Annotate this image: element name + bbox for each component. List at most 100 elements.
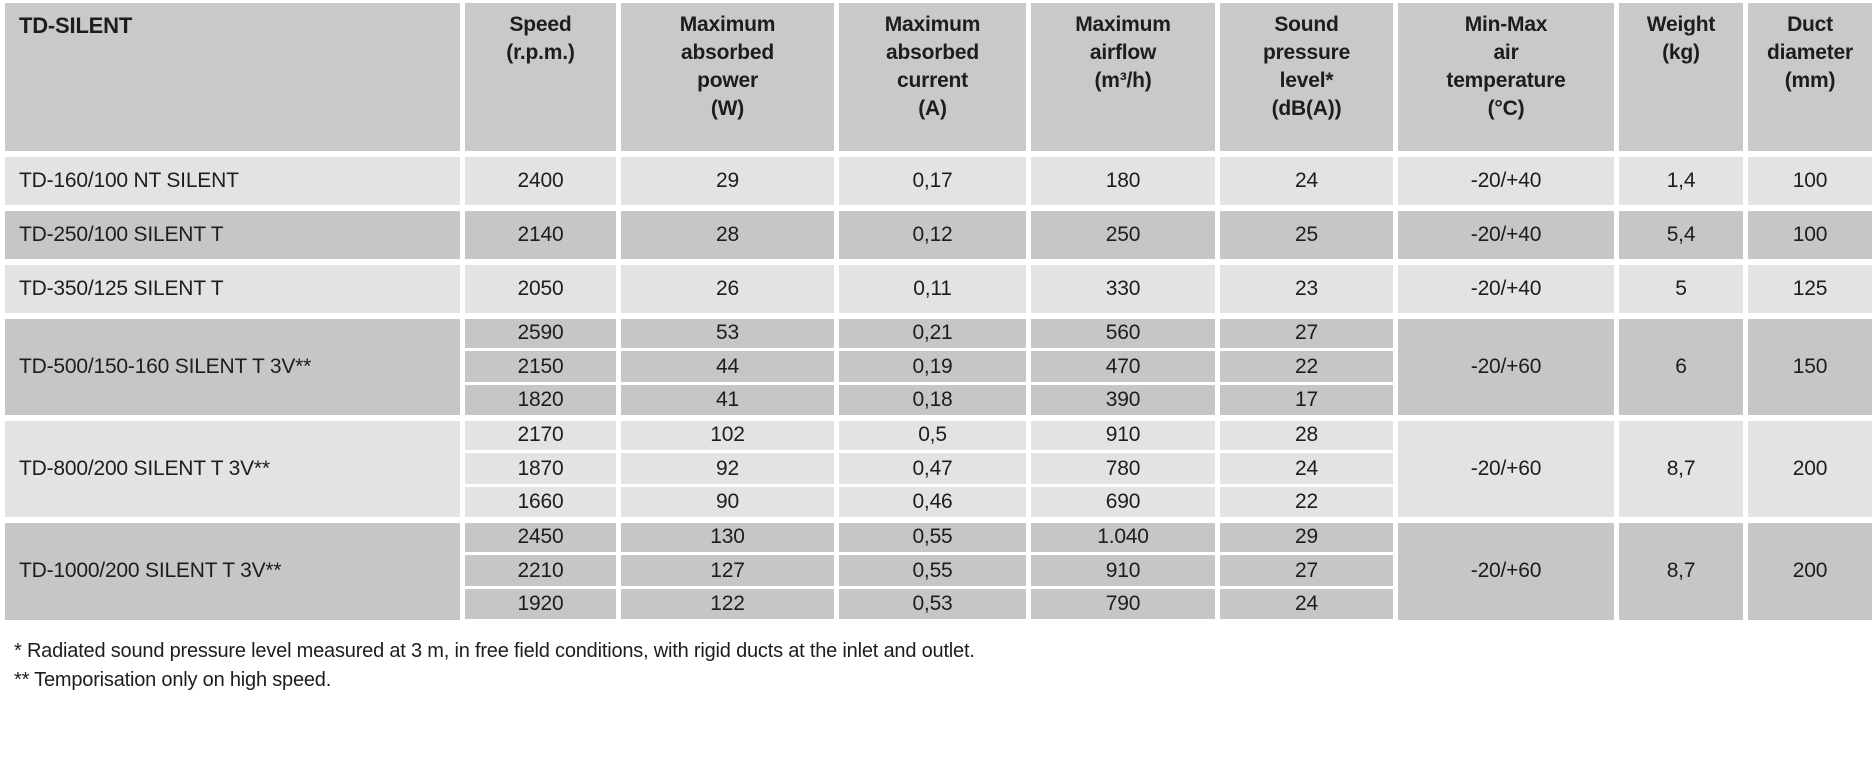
air-temp-cell: -20/+60 [1393,516,1619,623]
value-cell: 330 [1026,258,1220,319]
duct-diameter-cell: 100 [1743,204,1872,265]
value-cell: 44 [616,348,839,385]
air-temp-cell: -20/+60 [1393,414,1619,521]
value-cell: 2590 [460,312,621,351]
value-cell: 2140 [460,204,621,265]
value-cell: 1.040 [1026,516,1220,555]
value-cell: 910 [1026,414,1220,453]
weight-cell: 8,7 [1614,414,1748,521]
model-cell: TD-350/125 SILENT T [0,258,465,319]
value-cell: 0,46 [834,484,1031,523]
value-cell: 180 [1026,150,1220,211]
table-row: TD-160/100 NT SILENT 2400 29 0,17 180 24 -20/+… [0,150,1872,211]
value-cell: 24 [1215,586,1398,625]
value-cell: 22 [1215,348,1398,385]
table-row: TD-500/150-160 SILENT T 3V** 2590 53 0,21 56… [0,312,1872,419]
table-row: 1920 122 0,53 790 24 [3,586,1872,625]
value-cell: 780 [1026,450,1220,487]
footnote: * Radiated sound pressure level measured… [14,639,975,662]
column-header: Speed (r.p.m.) [460,0,621,155]
model-cell: TD-800/200 SILENT T 3V** [0,414,465,521]
table-row: 1660 90 0,46 690 22 [3,484,1872,523]
footnotes: * Radiated sound pressure level measured… [0,625,1872,705]
table-row: 2210 127 0,55 910 27 [3,552,1872,589]
air-temp-cell: -20/+40 [1393,150,1619,211]
value-cell: 127 [616,552,839,589]
value-cell: 0,21 [834,312,1031,351]
value-cell: 2450 [460,516,621,555]
value-cell: 22 [1215,484,1398,523]
table-row: TD-250/100 SILENT T 2140 28 0,12 250 25 -20/+4… [0,204,1872,265]
datasheet-page: TD-SILENT Speed (r.p.m.) Maximum absorbed… [0,0,1872,705]
air-temp-cell: -20/+40 [1393,204,1619,265]
air-temp-cell: -20/+40 [1393,258,1619,319]
column-header: Min-Max air temperature (°C) [1393,0,1619,155]
value-cell: 29 [616,150,839,211]
weight-cell: 8,7 [1614,516,1748,623]
weight-cell: 6 [1614,312,1748,419]
value-cell: 90 [616,484,839,523]
model-cell: TD-500/150-160 SILENT T 3V** [0,312,465,419]
table-row: TD-1000/200 SILENT T 3V** 2450 130 0,55 1.04… [0,516,1872,623]
value-cell: 1820 [460,382,621,421]
column-header: Maximum absorbed current (A) [834,0,1031,155]
value-cell: 2210 [460,552,621,589]
column-header: Maximum absorbed power (W) [616,0,839,155]
table-title: TD-SILENT [0,0,465,155]
duct-diameter-cell: 150 [1743,312,1872,419]
table-row: 1870 92 0,47 780 24 [3,450,1872,487]
value-cell: 1870 [460,450,621,487]
value-cell: 250 [1026,204,1220,265]
value-cell: 27 [1215,552,1398,589]
value-cell: 26 [616,258,839,319]
weight-cell: 5 [1614,258,1748,319]
value-cell: 0,17 [834,150,1031,211]
weight-cell: 1,4 [1614,150,1748,211]
model-cell: TD-1000/200 SILENT T 3V** [0,516,465,623]
spec-table-body: TD-160/100 NT SILENT 2400 29 0,17 180 24 -20/+… [0,150,1872,625]
value-cell: 0,55 [834,516,1031,555]
column-header: Sound pressure level* (dB(A)) [1215,0,1398,155]
table-row: TD-800/200 SILENT T 3V** 2170 102 0,5 910 28-… [0,414,1872,521]
value-cell: 790 [1026,586,1220,625]
value-cell: 2400 [460,150,621,211]
value-cell: 0,47 [834,450,1031,487]
value-cell: 27 [1215,312,1398,351]
value-cell: 0,18 [834,382,1031,421]
value-cell: 17 [1215,382,1398,421]
value-cell: 2050 [460,258,621,319]
value-cell: 470 [1026,348,1220,385]
table-row: 1820 41 0,18 390 17 [3,382,1872,421]
footnote: ** Temporisation only on high speed. [14,668,332,691]
value-cell: 122 [616,586,839,625]
value-cell: 130 [616,516,839,555]
value-cell: 53 [616,312,839,351]
value-cell: 28 [616,204,839,265]
value-cell: 25 [1215,204,1398,265]
value-cell: 24 [1215,150,1398,211]
value-cell: 23 [1215,258,1398,319]
value-cell: 24 [1215,450,1398,487]
value-cell: 92 [616,450,839,487]
value-cell: 2170 [460,414,621,453]
value-cell: 390 [1026,382,1220,421]
value-cell: 0,55 [834,552,1031,589]
model-cell: TD-250/100 SILENT T [0,204,465,265]
value-cell: 102 [616,414,839,453]
spec-table: TD-SILENT Speed (r.p.m.) Maximum absorbed… [0,0,1872,625]
value-cell: 560 [1026,312,1220,351]
value-cell: 690 [1026,484,1220,523]
weight-cell: 5,4 [1614,204,1748,265]
column-header: Maximum airflow (m³/h) [1026,0,1220,155]
table-row: TD-350/125 SILENT T 2050 26 0,11 330 23 -20/+4… [0,258,1872,319]
duct-diameter-cell: 200 [1743,414,1872,521]
column-header: Weight (kg) [1614,0,1748,155]
value-cell: 0,19 [834,348,1031,385]
duct-diameter-cell: 125 [1743,258,1872,319]
duct-diameter-cell: 100 [1743,150,1872,211]
value-cell: 0,11 [834,258,1031,319]
model-cell: TD-160/100 NT SILENT [0,150,465,211]
air-temp-cell: -20/+60 [1393,312,1619,419]
value-cell: 1920 [460,586,621,625]
value-cell: 28 [1215,414,1398,453]
